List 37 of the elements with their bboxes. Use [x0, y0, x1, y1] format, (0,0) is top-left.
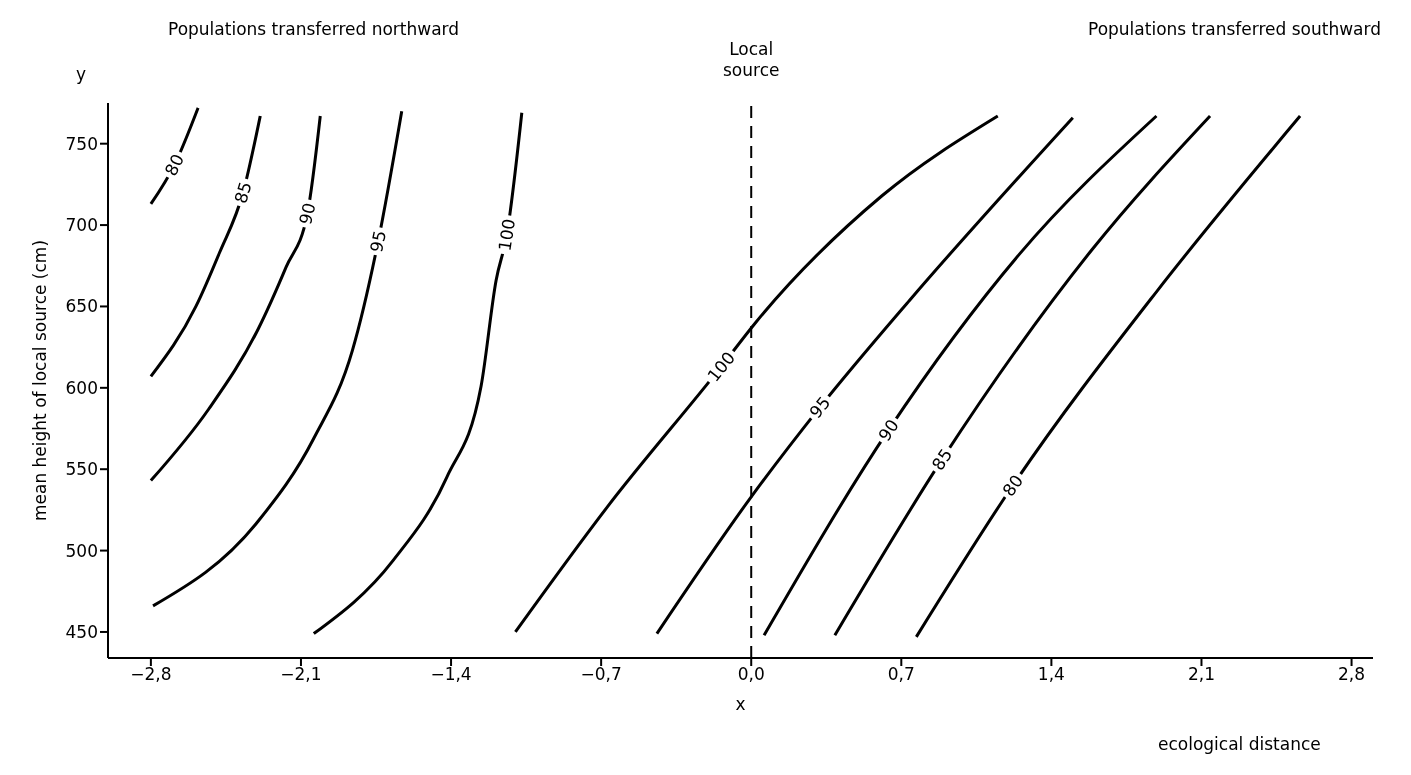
text: Populations transferred southward [1088, 18, 1381, 40]
series-label: 90 [295, 200, 320, 227]
line-series [149, 114, 322, 483]
x-tick-label: −1,4 [430, 664, 472, 685]
series-label: 80 [998, 470, 1028, 501]
x-tick-label: 0,0 [737, 664, 765, 685]
series-label: 90 [874, 415, 903, 445]
x-tick-label: −2,8 [130, 664, 172, 685]
x-tick-label: 0,7 [887, 664, 915, 685]
series-label: 95 [805, 392, 835, 423]
x-tick-label: 2,1 [1187, 664, 1215, 685]
y-tick-label: 600 [65, 377, 98, 398]
text: y [76, 63, 87, 85]
x-axis-title: x [735, 694, 746, 714]
line-series [762, 114, 1158, 637]
y-tick-label: 700 [65, 215, 98, 236]
line-series [914, 114, 1302, 639]
line-series [149, 114, 262, 378]
y-tick-label: 500 [65, 540, 98, 561]
y-tick-label: 550 [65, 459, 98, 480]
y-tick-label: 650 [65, 296, 98, 317]
y-tick-label: 750 [65, 133, 98, 154]
text: Populations transferred northward [168, 18, 460, 40]
ref-line-label: Local source [722, 39, 780, 80]
line-series [151, 109, 404, 608]
series-label: 80 [160, 150, 189, 179]
x-tick-label: 2,8 [1338, 664, 1366, 685]
series-label: 85 [927, 444, 957, 474]
text: ecological distance [1158, 733, 1321, 755]
y-tick-label: 450 [65, 621, 98, 642]
x-tick-label: 1,4 [1037, 664, 1065, 685]
line-series [833, 114, 1212, 637]
y-axis-title: mean height of local source (cm) [30, 239, 51, 522]
series-label: 85 [230, 179, 256, 206]
x-tick-label: −2,1 [280, 664, 322, 685]
series-label: 95 [366, 228, 391, 254]
x-tick-label: −0,7 [580, 664, 622, 685]
